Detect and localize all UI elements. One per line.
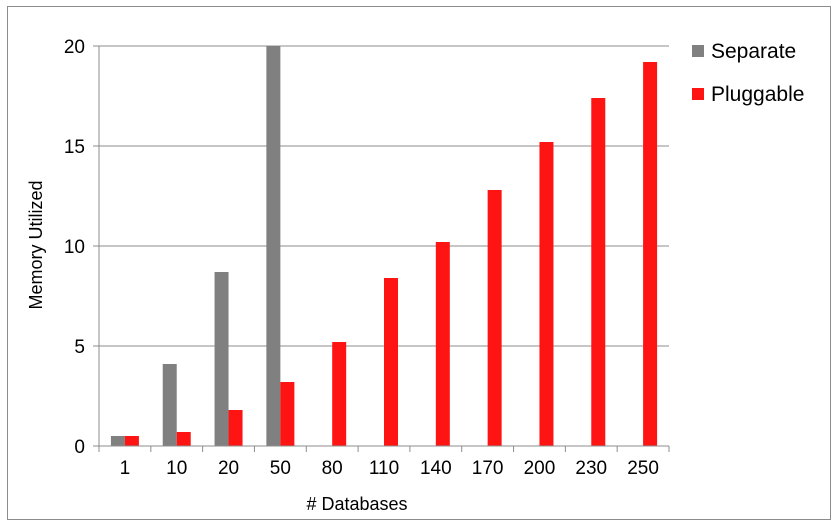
x-tick-label: 140 <box>420 458 452 479</box>
bar-pluggable-50 <box>280 382 295 446</box>
bars <box>110 46 658 446</box>
bar-pluggable-170 <box>487 190 502 446</box>
y-tick-label: 15 <box>64 137 85 158</box>
x-tick-labels: 1 10 20 50 80 110 140 170 200 230 250 <box>120 458 659 479</box>
bar-separate-10 <box>162 364 177 446</box>
legend-label: Separate <box>711 40 796 63</box>
x-tick-label: 1 <box>120 458 131 479</box>
legend-swatch <box>692 45 704 57</box>
bar-pluggable-140 <box>435 242 450 446</box>
bar-pluggable-1 <box>124 436 139 446</box>
bar-separate-50 <box>266 46 281 446</box>
axes <box>98 46 670 452</box>
bar-pluggable-20 <box>228 410 243 446</box>
x-tick-label: 200 <box>524 458 556 479</box>
y-tick-label: 5 <box>74 337 85 358</box>
x-tick-label: 110 <box>369 458 399 479</box>
bar-separate-1 <box>110 436 125 446</box>
x-tick-label: 80 <box>322 458 343 479</box>
x-tick-label: 50 <box>270 458 291 479</box>
bar-pluggable-230 <box>591 98 606 446</box>
gridlines <box>93 45 669 447</box>
bar-separate-20 <box>214 272 229 446</box>
y-tick-label: 10 <box>64 237 85 258</box>
bar-pluggable-200 <box>539 142 554 446</box>
x-tick-label: 20 <box>218 458 239 479</box>
y-axis-title: Memory Utilized <box>26 180 46 309</box>
x-tick-label: 170 <box>472 458 504 479</box>
bar-pluggable-250 <box>643 62 658 446</box>
y-tick-label: 20 <box>64 37 85 58</box>
y-tick-label: 0 <box>74 437 85 458</box>
x-tick-label: 230 <box>575 458 607 479</box>
x-axis-title: # Databases <box>306 494 407 514</box>
legend: Separate Pluggable <box>692 40 804 106</box>
bar-pluggable-80 <box>332 342 347 446</box>
y-tick-labels: 0 5 10 15 20 <box>64 37 85 458</box>
x-tick-label: 10 <box>166 458 187 479</box>
bar-pluggable-110 <box>384 278 398 446</box>
bar-pluggable-10 <box>176 432 191 446</box>
legend-label: Pluggable <box>711 83 804 106</box>
legend-swatch <box>692 88 704 100</box>
x-tick-label: 250 <box>627 458 659 479</box>
